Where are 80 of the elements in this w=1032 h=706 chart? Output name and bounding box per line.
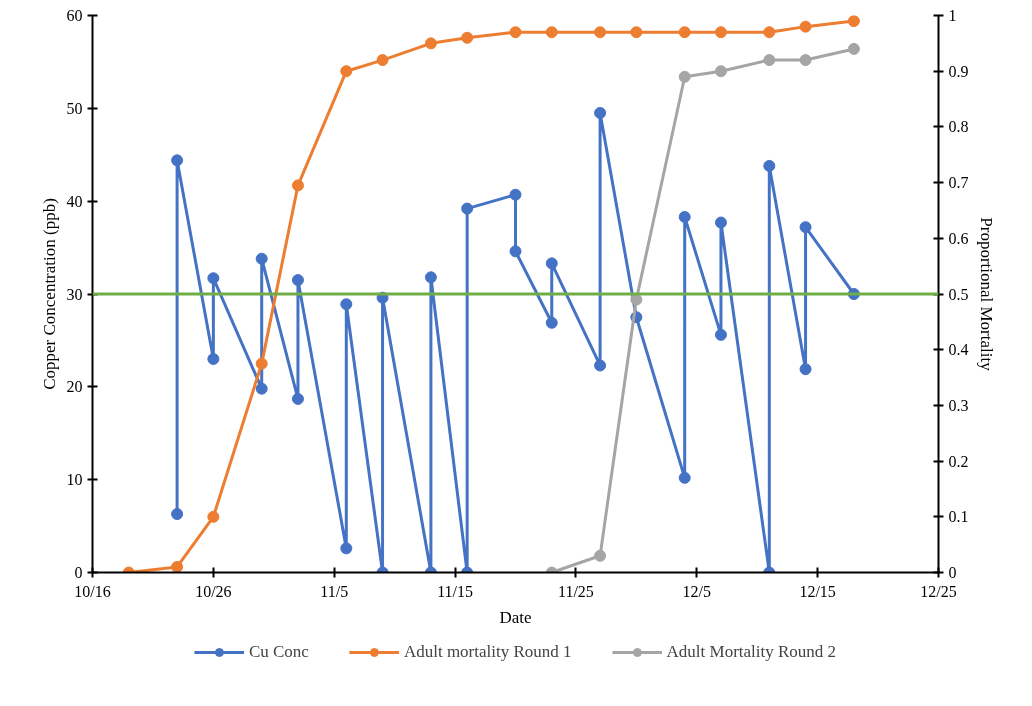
point bbox=[291, 179, 304, 192]
x-tick-label: 12/15 bbox=[799, 582, 836, 600]
x-tick-label: 12/5 bbox=[682, 582, 712, 600]
point bbox=[799, 221, 812, 234]
point bbox=[376, 54, 389, 67]
point bbox=[594, 359, 607, 372]
y2-tick-label: 0.8 bbox=[948, 118, 969, 136]
y2-tick-label: 0 bbox=[948, 564, 957, 581]
point bbox=[847, 42, 860, 55]
y-tick-label: 60 bbox=[66, 7, 83, 24]
point bbox=[255, 382, 268, 395]
point bbox=[461, 31, 474, 44]
x-tick-label: 11/15 bbox=[437, 582, 474, 600]
point bbox=[630, 26, 643, 39]
point bbox=[545, 316, 558, 329]
point bbox=[509, 26, 522, 39]
point bbox=[714, 328, 727, 341]
x-axis-title: Date bbox=[499, 607, 532, 627]
point bbox=[291, 392, 304, 405]
point bbox=[255, 252, 268, 265]
x-tick-label: 12/25 bbox=[920, 582, 957, 600]
point bbox=[255, 357, 268, 370]
point bbox=[714, 26, 727, 39]
y2-tick-label: 0.2 bbox=[948, 452, 969, 470]
point bbox=[678, 70, 691, 83]
point bbox=[847, 15, 860, 28]
point bbox=[509, 188, 522, 201]
point bbox=[340, 65, 353, 78]
point bbox=[714, 65, 727, 78]
point bbox=[594, 26, 607, 39]
point bbox=[207, 352, 220, 365]
point bbox=[763, 26, 776, 39]
point bbox=[594, 549, 607, 562]
legend-label: Cu Conc bbox=[248, 641, 309, 662]
point bbox=[799, 54, 812, 67]
point bbox=[207, 272, 220, 285]
point bbox=[171, 560, 184, 573]
y-axis-title: Copper Concentration (ppb) bbox=[39, 198, 59, 390]
y2-tick-label: 0.1 bbox=[948, 508, 969, 526]
point bbox=[763, 159, 776, 172]
y2-axis-title: Proportional Mortality bbox=[976, 217, 996, 372]
x-tick-label: 11/5 bbox=[320, 582, 349, 600]
y2-tick-label: 0.9 bbox=[948, 62, 969, 80]
y-tick-label: 20 bbox=[66, 378, 83, 396]
point bbox=[340, 298, 353, 311]
y-tick-label: 40 bbox=[66, 192, 83, 210]
point bbox=[545, 26, 558, 39]
point bbox=[424, 271, 437, 284]
y2-tick-label: 0.4 bbox=[948, 341, 969, 359]
point bbox=[799, 363, 812, 376]
x-tick-label: 10/26 bbox=[195, 582, 232, 600]
point bbox=[207, 510, 220, 523]
y-tick-label: 0 bbox=[74, 564, 83, 581]
point bbox=[461, 202, 474, 215]
point bbox=[509, 245, 522, 258]
point bbox=[171, 508, 184, 520]
x-tick-label: 11/25 bbox=[558, 582, 594, 600]
y-tick-label: 10 bbox=[66, 471, 83, 489]
point bbox=[678, 26, 691, 39]
point bbox=[424, 37, 437, 50]
point bbox=[714, 216, 727, 229]
point bbox=[291, 274, 304, 287]
point bbox=[545, 257, 558, 270]
point bbox=[763, 54, 776, 67]
y-tick-label: 50 bbox=[66, 99, 83, 117]
point bbox=[594, 106, 607, 119]
y2-tick-label: 0.7 bbox=[948, 174, 969, 192]
y2-tick-label: 1 bbox=[948, 7, 957, 24]
y2-tick-label: 0.6 bbox=[948, 229, 969, 247]
point bbox=[340, 542, 353, 555]
point bbox=[171, 154, 184, 167]
point bbox=[678, 471, 691, 484]
y2-tick-label: 0.3 bbox=[948, 396, 969, 414]
legend-label: Adult mortality Round 1 bbox=[403, 641, 572, 662]
y2-tick-label: 0.5 bbox=[948, 285, 969, 303]
point bbox=[799, 20, 812, 33]
legend-label: Adult Mortality Round 2 bbox=[666, 641, 837, 662]
y-tick-label: 30 bbox=[66, 285, 83, 303]
x-tick-label: 10/16 bbox=[74, 582, 111, 600]
point bbox=[678, 210, 691, 223]
